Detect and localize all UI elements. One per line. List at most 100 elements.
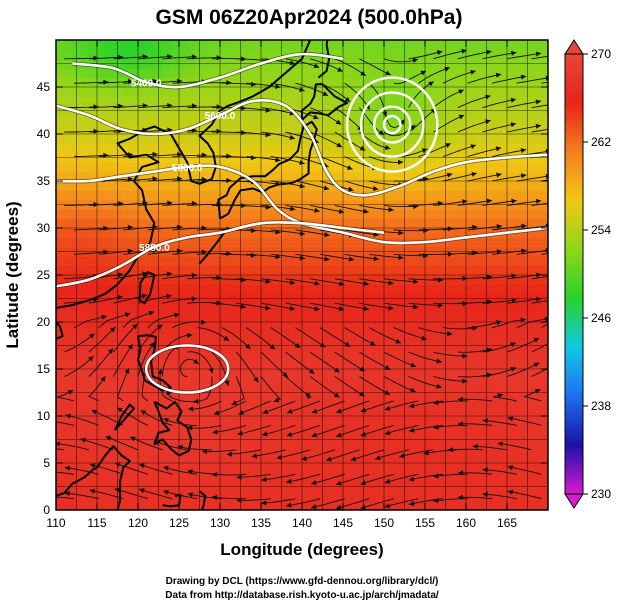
field-cell: [285, 171, 295, 182]
streamline-arrowhead: [360, 431, 367, 437]
field-cell: [523, 96, 533, 107]
field-cell: [179, 350, 188, 361]
field-cell: [203, 500, 213, 510]
streamline: [251, 449, 286, 458]
field-cell: [507, 406, 516, 417]
field-cell: [457, 350, 467, 361]
streamline: [309, 376, 340, 398]
field-cell: [72, 265, 82, 276]
streamline-arrowhead: [421, 148, 428, 154]
field-cell: [211, 284, 221, 295]
x-tick-label: 145: [333, 516, 353, 530]
field-cell: [326, 58, 336, 69]
streamline-arrowhead: [273, 397, 280, 403]
field-cell: [425, 472, 434, 483]
field-cell: [343, 322, 352, 332]
field-cell: [490, 500, 500, 510]
field-cell: [211, 500, 221, 510]
field-cell: [466, 378, 475, 389]
field-cell: [433, 49, 442, 60]
field-cell: [416, 77, 426, 88]
field-cell: [211, 171, 221, 182]
field-cell: [302, 359, 311, 370]
field-cell: [244, 425, 254, 436]
field-cell: [392, 143, 401, 154]
field-cell: [252, 312, 262, 323]
streamline: [442, 144, 477, 158]
field-cell: [490, 303, 500, 314]
field-cell: [97, 322, 106, 332]
field-cell: [80, 162, 90, 173]
streamline: [393, 70, 427, 85]
field-cell: [88, 500, 98, 510]
field-cell: [220, 359, 229, 370]
field-cell: [523, 463, 533, 473]
field-cell: [105, 463, 114, 473]
field-cell: [72, 369, 82, 379]
field-cell: [425, 68, 434, 79]
field-cell: [343, 171, 352, 182]
streamline: [295, 82, 329, 97]
field-cell: [252, 359, 262, 370]
field-cell: [80, 143, 90, 154]
field-cell: [228, 322, 237, 332]
field-cell: [97, 171, 106, 182]
field-cell: [121, 228, 131, 238]
field-cell: [113, 181, 123, 191]
streamline-arrowhead: [348, 186, 354, 192]
field-cell: [129, 500, 139, 510]
streamline-arrowhead: [350, 456, 357, 462]
streamline: [359, 58, 391, 76]
streamline-arrowhead: [308, 368, 315, 374]
field-cell: [203, 68, 213, 79]
field-cell: [121, 265, 131, 276]
streamline-arrowhead: [363, 281, 369, 287]
field-cell: [474, 378, 483, 389]
field-cell: [449, 58, 459, 69]
field-cell: [146, 124, 155, 135]
field-cell: [88, 463, 98, 473]
field-cell: [457, 322, 467, 332]
field-cell: [449, 322, 459, 332]
field-cell: [507, 181, 516, 191]
field-cell: [228, 265, 237, 276]
field-cell: [170, 87, 180, 97]
field-cell: [425, 284, 434, 295]
field-cell: [498, 416, 508, 426]
field-cell: [146, 181, 155, 191]
field-cell: [97, 416, 106, 426]
field-cell: [531, 218, 541, 229]
field-cell: [539, 303, 548, 314]
field-cell: [64, 40, 73, 50]
field-cell: [515, 105, 524, 116]
field-cell: [80, 378, 90, 389]
field-cell: [179, 58, 188, 69]
field-cell: [375, 331, 385, 342]
streamline-arrowhead: [336, 408, 342, 414]
field-cell: [384, 491, 393, 502]
field-cell: [384, 218, 393, 229]
field-cell: [211, 444, 221, 455]
field-cell: [97, 265, 106, 276]
streamline: [360, 424, 394, 437]
field-cell: [269, 124, 278, 135]
field-cell: [515, 190, 524, 201]
field-cell: [326, 463, 336, 473]
field-cell: [293, 406, 303, 417]
field-cell: [97, 87, 106, 97]
streamline-arrowhead: [226, 80, 232, 86]
field-cell: [244, 463, 254, 473]
field-cell: [449, 40, 459, 50]
field-cell: [334, 275, 344, 285]
field-cell: [343, 256, 352, 267]
field-cell: [474, 359, 483, 370]
field-cell: [384, 190, 393, 201]
streamline: [113, 272, 148, 280]
field-cell: [56, 115, 65, 126]
field-cell: [146, 209, 155, 220]
field-cell: [531, 350, 541, 361]
field-cell: [179, 68, 188, 79]
streamline: [295, 253, 330, 261]
field-cell: [64, 275, 73, 285]
